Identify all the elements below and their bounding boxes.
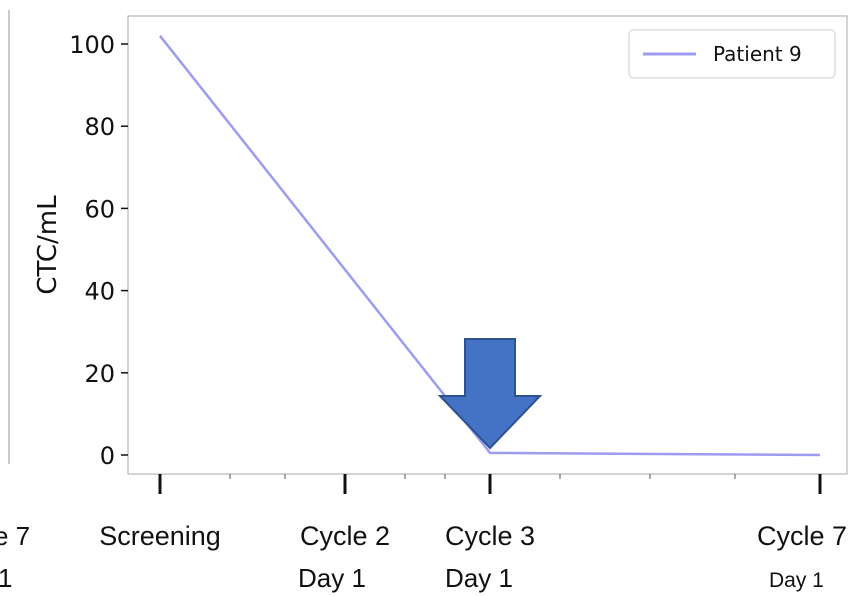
annotation-layer xyxy=(437,338,543,450)
legend-label-patient-9: Patient 9 xyxy=(713,42,802,66)
series-layer xyxy=(159,35,821,457)
prev-panel-label-line1: e 7 xyxy=(0,521,30,551)
y-tick-label-40: 40 xyxy=(84,278,115,306)
down-arrow-annotation xyxy=(437,338,543,450)
y-tick-label-20: 20 xyxy=(84,360,115,388)
x-minor-ticks xyxy=(229,474,736,479)
x-cat-label-line2-2: Day 1 xyxy=(445,563,513,593)
x-cat-label-line1-1: Cycle 2 xyxy=(300,521,390,551)
x-cat-label-line1-3: Cycle 7 xyxy=(757,521,847,551)
y-tick-label-0: 0 xyxy=(100,442,115,470)
x-cat-label-line2-3: Day 1 xyxy=(769,569,824,592)
x-axis-categories: Screening Cycle 2 Day 1 Cycle 3 Day 1 Cycle 7… xyxy=(99,474,847,593)
x-cat-label-line1-0: Screening xyxy=(99,521,221,551)
x-cat-label-line1-2: Cycle 3 xyxy=(445,521,535,551)
legend: Patient 9 xyxy=(628,29,836,79)
y-tick-label-80: 80 xyxy=(84,113,115,141)
y-axis-title: CTC/mL xyxy=(33,195,63,295)
legend-box xyxy=(628,29,836,79)
y-axis: 0 20 40 60 80 100 xyxy=(69,31,128,470)
x-cat-label-line2-1: Day 1 xyxy=(298,563,366,593)
y-tick-label-60: 60 xyxy=(84,195,115,223)
y-tick-label-100: 100 xyxy=(69,31,115,59)
plot-area xyxy=(127,15,848,475)
prev-panel-label-line2: 1 xyxy=(0,563,12,593)
